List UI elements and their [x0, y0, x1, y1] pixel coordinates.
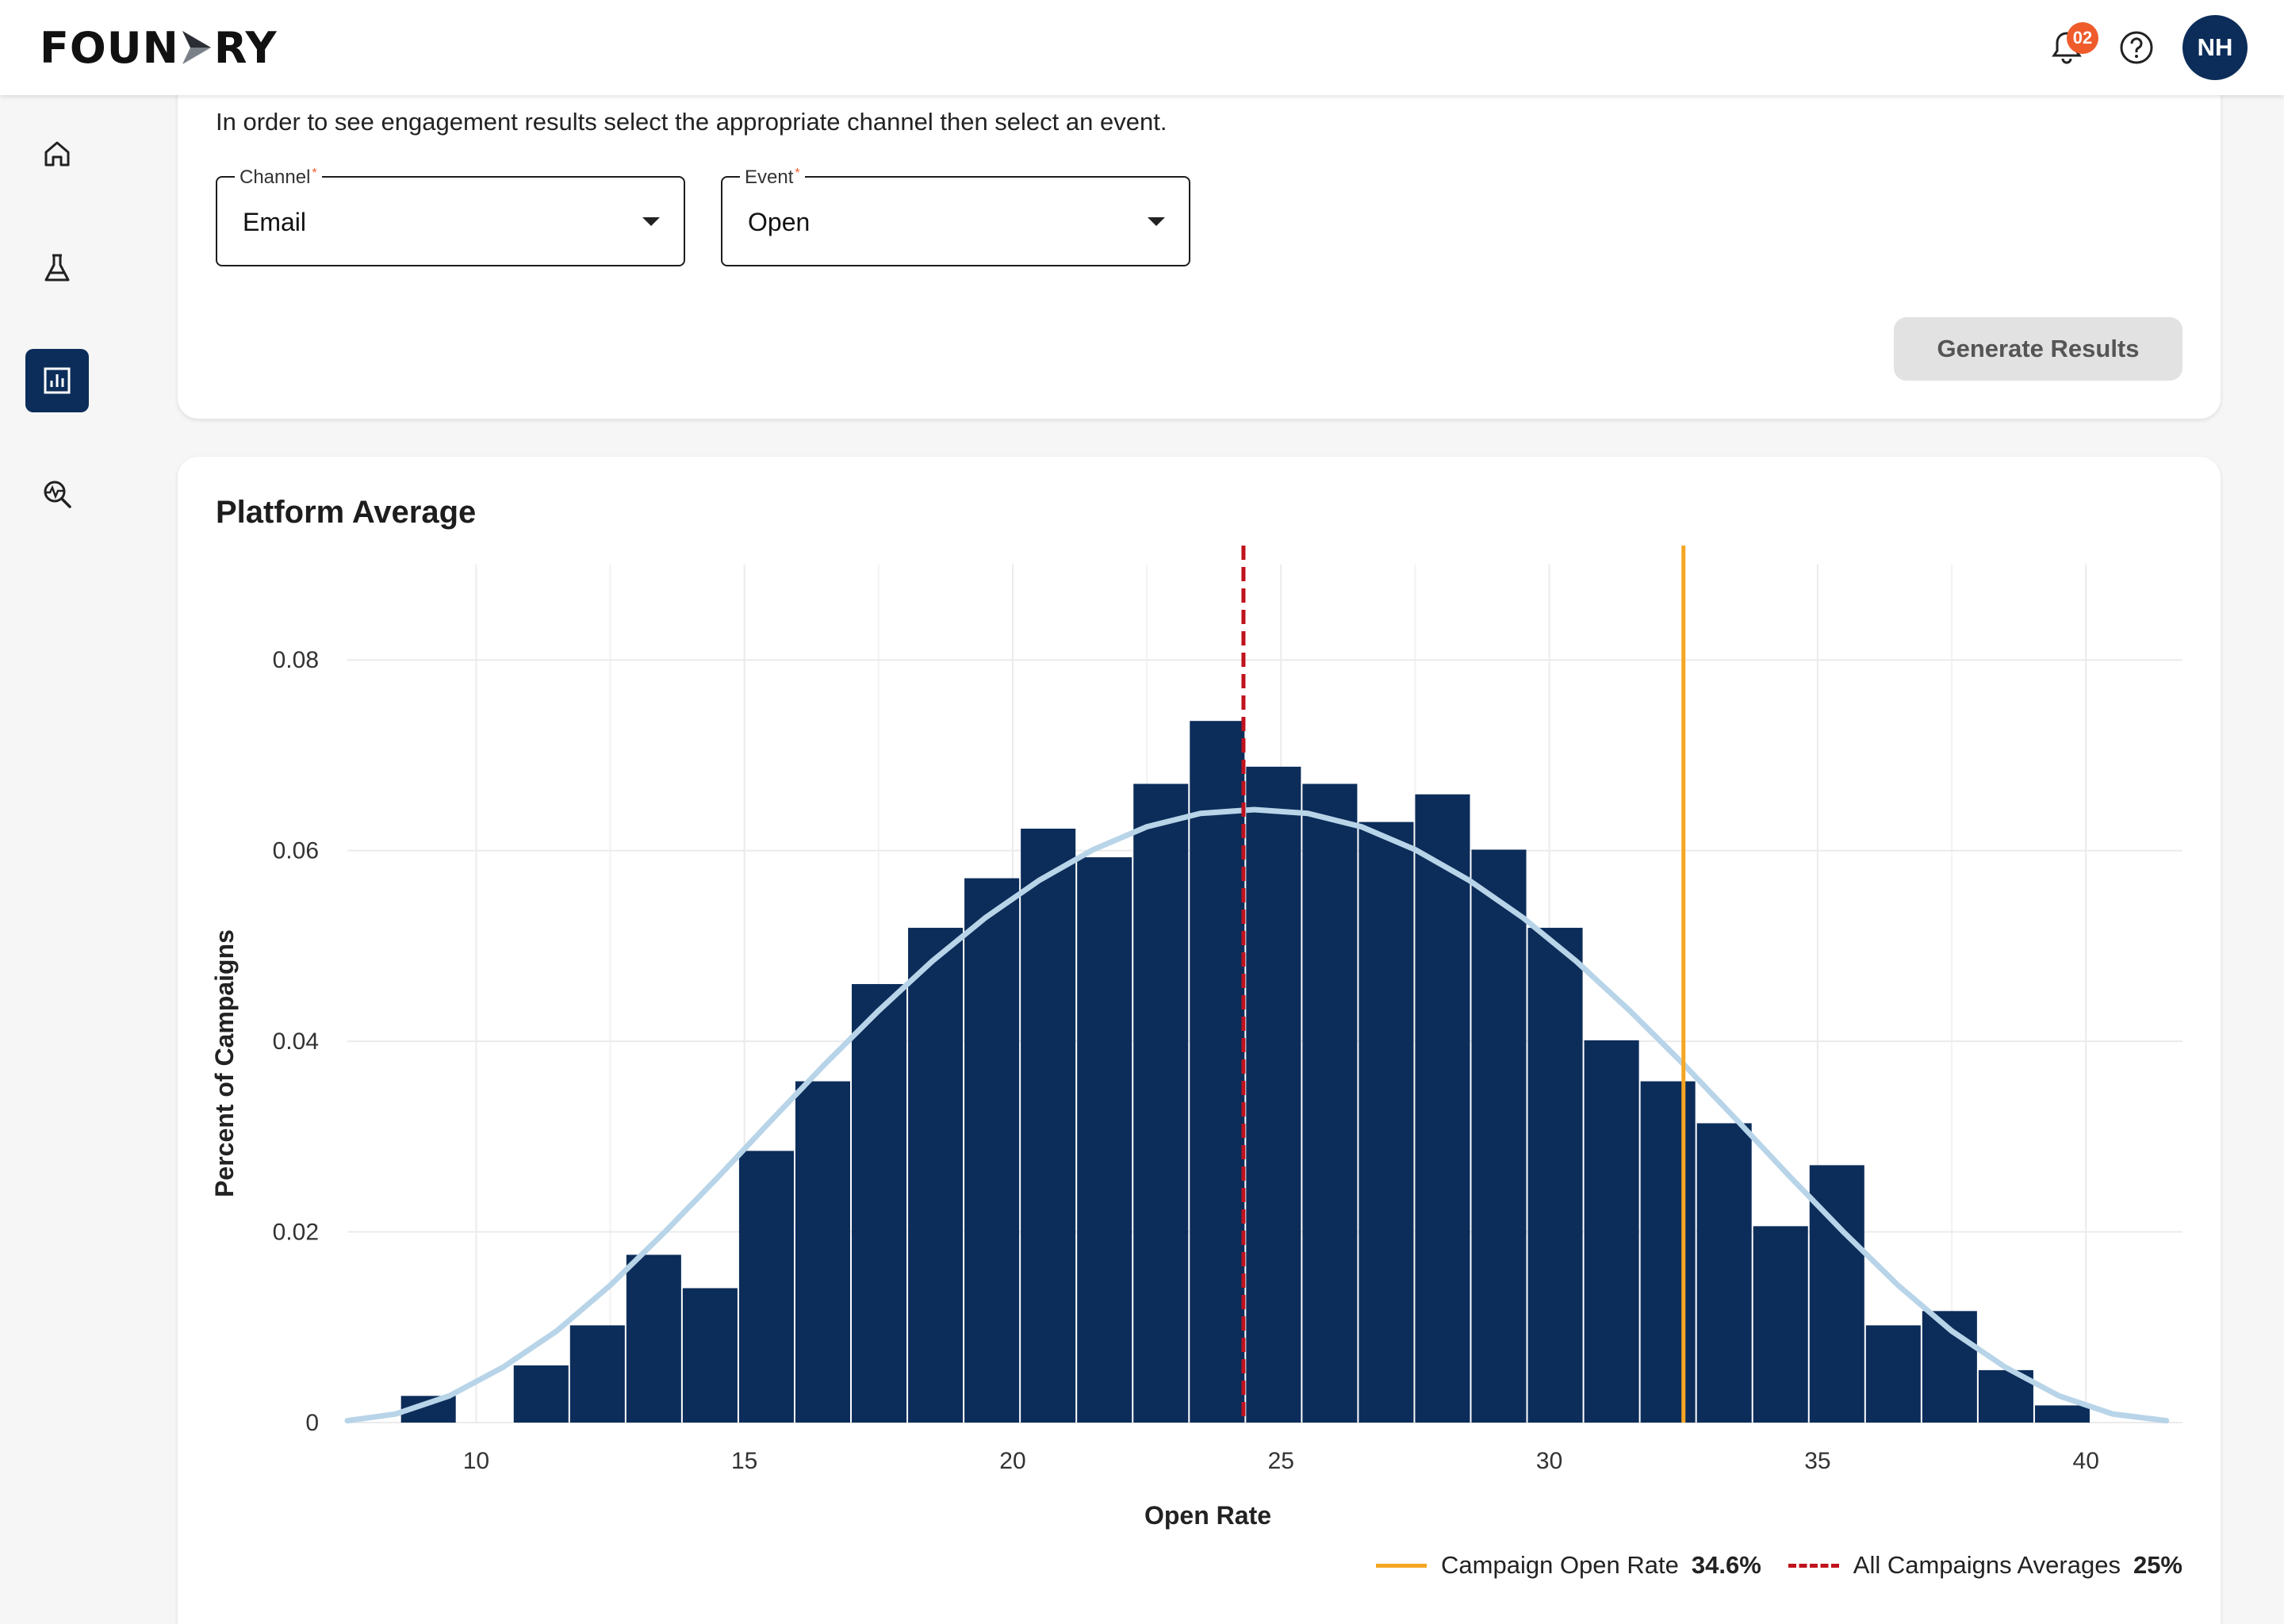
histogram-bar — [1359, 822, 1414, 1423]
histogram-bar — [1021, 829, 1076, 1423]
filter-card: In order to see engagement results selec… — [178, 63, 2221, 419]
histogram-bar — [738, 1151, 794, 1423]
histogram-bar — [2034, 1405, 2090, 1423]
histogram-bar — [1133, 783, 1189, 1423]
nav-analytics[interactable] — [25, 462, 89, 526]
legend-value: 34.6% — [1691, 1551, 1761, 1579]
channel-label-text: Channel — [240, 167, 311, 188]
histogram-bar — [626, 1254, 681, 1423]
histogram-bar — [1302, 783, 1358, 1423]
help-icon — [2120, 31, 2153, 64]
histogram-bar — [964, 878, 1020, 1423]
event-select[interactable]: Event * Open — [721, 167, 1190, 266]
histogram-bar — [908, 928, 964, 1423]
x-tick-label: 25 — [1268, 1448, 1294, 1474]
x-axis-label: Open Rate — [1144, 1501, 1271, 1530]
notification-badge: 02 — [2067, 22, 2098, 54]
chart-title: Platform Average — [216, 495, 477, 530]
histogram-bar — [1246, 766, 1301, 1423]
x-tick-label: 10 — [463, 1448, 489, 1474]
channel-value: Email — [243, 208, 307, 236]
event-value: Open — [748, 208, 811, 236]
y-axis-label: Percent of Campaigns — [210, 929, 239, 1197]
generate-results-button[interactable]: Generate Results — [1894, 317, 2182, 381]
histogram-bar — [1077, 857, 1132, 1423]
histogram-bar — [1190, 721, 1245, 1423]
legend-swatch-solid — [1376, 1563, 1428, 1568]
event-required-mark: * — [795, 167, 800, 180]
foundry-logo[interactable]: FOUN RY — [40, 22, 278, 73]
density-curve — [344, 806, 2170, 1424]
help-button[interactable] — [2113, 24, 2160, 71]
channel-select[interactable]: Channel * Email — [216, 167, 685, 266]
analytics-search-icon — [44, 481, 71, 508]
histogram-bar — [1415, 794, 1470, 1423]
histogram-bar — [1471, 849, 1527, 1423]
legend-item-campaign: Campaign Open Rate 34.6% — [1376, 1551, 1761, 1580]
y-tick-label: 0.02 — [273, 1220, 319, 1246]
histogram-bar — [682, 1288, 738, 1423]
histogram-bar — [513, 1365, 569, 1423]
x-tick-label: 40 — [2073, 1448, 2099, 1474]
legend-label: Campaign Open Rate — [1441, 1551, 1679, 1579]
channel-label: Channel * — [235, 167, 322, 189]
chevron-down-icon — [642, 217, 660, 226]
y-tick-label: 0 — [305, 1410, 319, 1436]
nav-home[interactable] — [25, 122, 89, 186]
histogram-bar — [1865, 1325, 1921, 1423]
legend-item-average: All Campaigns Averages 25% — [1788, 1551, 2182, 1580]
legend-label: All Campaigns Averages — [1853, 1551, 2121, 1579]
legend-swatch-dashed — [1788, 1563, 1839, 1568]
histogram-bar — [1753, 1226, 1808, 1423]
histogram-bar — [1527, 928, 1583, 1423]
histogram-bar — [569, 1325, 625, 1423]
instructions-text: In order to see engagement results selec… — [216, 108, 1167, 136]
nav-reports[interactable] — [25, 349, 89, 412]
top-bar: FOUN RY 02 NH — [0, 0, 2284, 95]
histogram-bar — [795, 1081, 851, 1423]
nav-experiments[interactable] — [25, 236, 89, 300]
histogram-bar — [1696, 1123, 1752, 1423]
chart-legend: Campaign Open Rate 34.6% All Campaigns A… — [1349, 1551, 2182, 1580]
channel-required-mark: * — [312, 167, 317, 180]
x-tick-label: 15 — [731, 1448, 757, 1474]
histogram-bar — [1640, 1081, 1696, 1423]
chevron-down-icon — [1148, 217, 1165, 226]
histogram-chart: 10 15 20 25 30 35 40 0 0.02 0.04 0.06 0.08 Open Rate… — [210, 546, 2182, 1530]
flask-icon — [44, 254, 70, 282]
home-icon — [44, 141, 70, 167]
bar-chart-icon — [44, 367, 71, 394]
y-tick-label: 0.06 — [273, 838, 319, 864]
histogram-bar — [1584, 1040, 1639, 1423]
logo-play-icon — [182, 31, 211, 64]
histogram-bar — [852, 983, 907, 1423]
top-icons: 02 NH — [2043, 15, 2248, 80]
event-label: Event * — [740, 167, 805, 189]
y-tick-label: 0.08 — [273, 647, 319, 673]
legend-value: 25% — [2133, 1551, 2182, 1579]
event-label-text: Event — [745, 167, 794, 188]
user-avatar[interactable]: NH — [2182, 15, 2248, 80]
side-navigation — [0, 95, 119, 1624]
notifications-button[interactable]: 02 — [2043, 22, 2098, 71]
y-tick-label: 0.04 — [273, 1028, 319, 1055]
logo-text-right: RY — [213, 22, 278, 73]
x-tick-label: 35 — [1804, 1448, 1830, 1474]
x-tick-label: 20 — [999, 1448, 1025, 1474]
chart-card: Platform Average 10 15 20 25 30 35 40 0 0.02 0.04… — [178, 457, 2221, 1624]
x-tick-label: 30 — [1536, 1448, 1562, 1474]
logo-text-left: FOUN — [40, 22, 179, 73]
